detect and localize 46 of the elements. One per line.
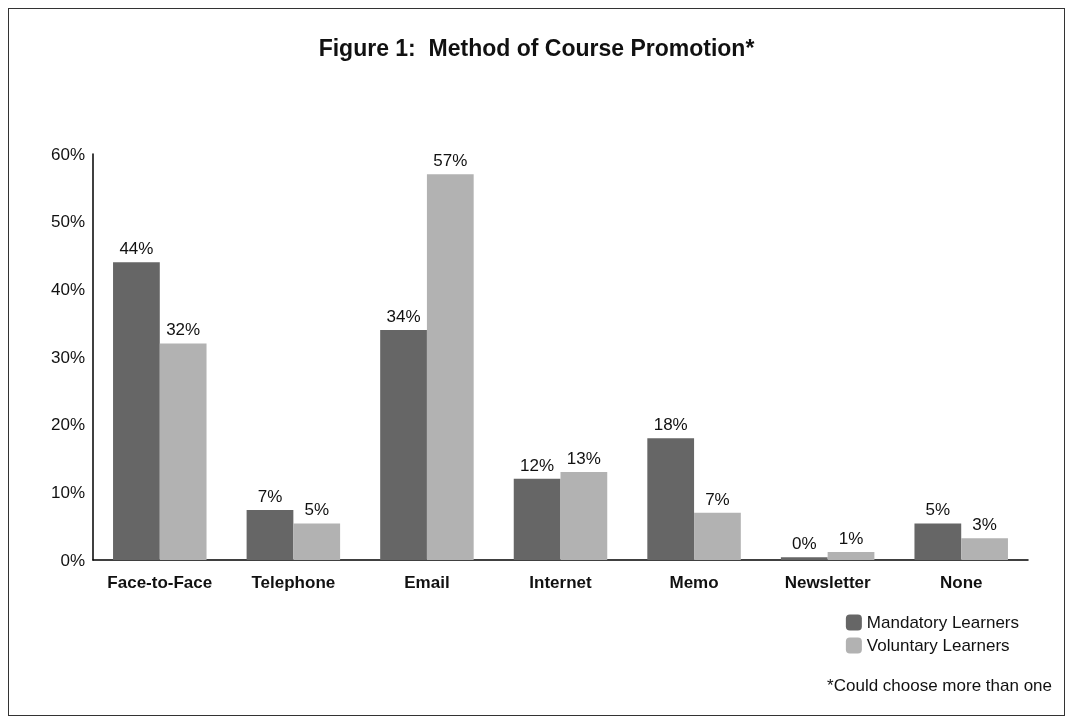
data-label: 44%	[119, 239, 154, 259]
data-label: 57%	[433, 151, 468, 171]
y-tick-label: 30%	[50, 347, 85, 367]
bar	[113, 262, 160, 560]
y-tick-label: 10%	[50, 482, 85, 502]
bar	[694, 512, 741, 560]
bar	[159, 343, 207, 560]
x-tick-label: Face-to-Face	[107, 573, 213, 592]
bar	[380, 329, 427, 560]
text: *Could choose more than one	[827, 676, 1053, 695]
chart-title: Figure 1: Method of Course Promotion*	[318, 34, 755, 61]
bar	[246, 509, 294, 560]
y-tick-label: 20%	[50, 415, 85, 435]
y-tick-label: 60%	[50, 144, 85, 164]
y-tick-label: 40%	[50, 279, 85, 299]
bar	[426, 174, 474, 560]
x-tick-label: Telephone	[251, 573, 336, 592]
data-label: 12%	[520, 455, 555, 475]
bar	[827, 551, 875, 560]
bar	[560, 472, 608, 560]
bar	[647, 438, 695, 560]
data-label: 0%	[791, 534, 817, 554]
x-tick-label: Internet	[529, 573, 593, 592]
data-label: 18%	[653, 415, 688, 435]
bar	[914, 523, 962, 560]
data-label: 7%	[257, 486, 283, 506]
x-tick-label: None	[939, 573, 983, 592]
y-tick-label: 50%	[50, 212, 85, 232]
data-label: 1%	[838, 528, 864, 548]
data-label: 34%	[386, 306, 421, 326]
data-label: 7%	[705, 489, 730, 509]
bar	[780, 557, 828, 560]
bar	[293, 523, 341, 560]
bar	[961, 538, 1008, 560]
y-tick-label: 0%	[60, 550, 85, 570]
data-label: 32%	[166, 320, 201, 340]
bar	[513, 478, 561, 560]
data-label: 5%	[925, 500, 951, 520]
x-tick-label: Memo	[669, 573, 719, 592]
legend-label: Voluntary Learners	[866, 636, 1010, 655]
x-tick-label: Newsletter	[784, 573, 872, 592]
data-label: 5%	[304, 500, 330, 520]
data-label: 13%	[566, 449, 601, 469]
data-label: 3%	[972, 515, 997, 535]
legend-label: Mandatory Learners	[866, 613, 1019, 632]
x-tick-label: Email	[404, 573, 450, 592]
